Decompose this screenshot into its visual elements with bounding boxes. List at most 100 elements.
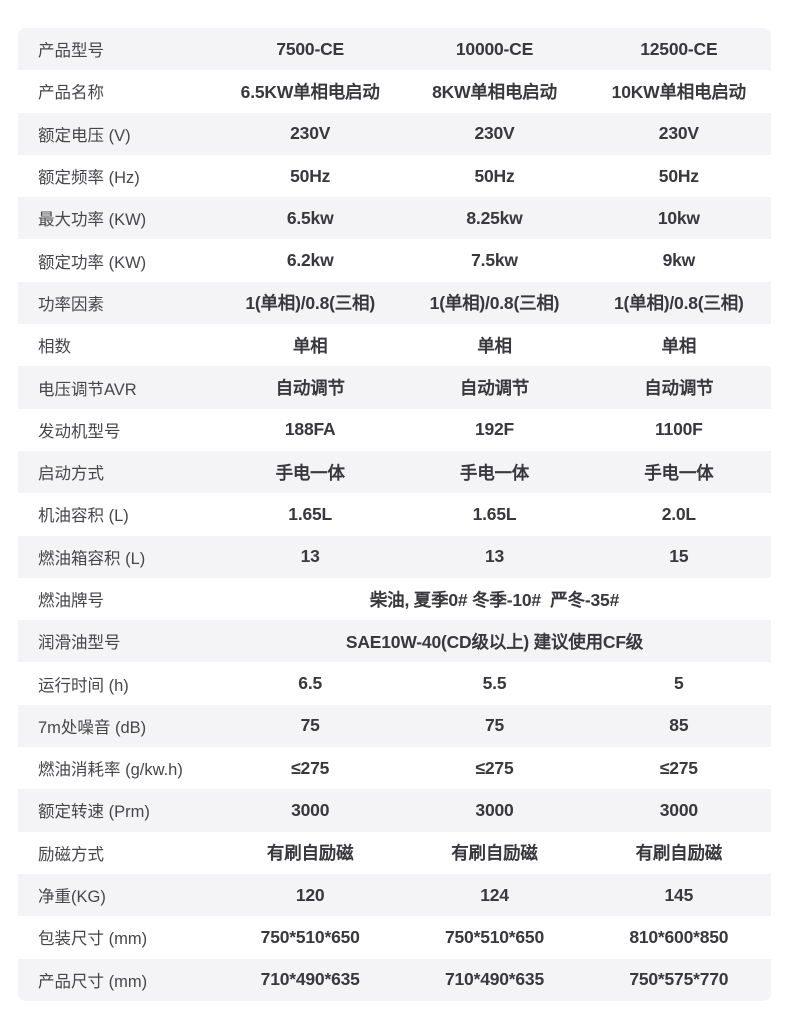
spec-value: ≤275 xyxy=(659,757,698,778)
spec-value: 7500-CE xyxy=(276,38,344,59)
spec-values: 6.2kw 7.5kw 9kw xyxy=(218,239,771,281)
spec-values: 6.5 5.5 5 xyxy=(218,662,771,704)
spec-value: 710*490*635 xyxy=(260,969,360,990)
spec-row: 发动机型号 188FA 192F 1100F xyxy=(18,408,771,451)
spec-value: 1.65L xyxy=(472,503,517,524)
spec-value: 3000 xyxy=(291,799,330,820)
spec-values: 1.65L 1.65L 2.0L xyxy=(218,493,771,535)
spec-value: 750*575*770 xyxy=(629,969,729,990)
spec-value: ≤275 xyxy=(291,757,330,778)
spec-label: 相数 xyxy=(38,338,71,357)
spec-value: 710*490*635 xyxy=(444,969,544,990)
spec-value: 5.5 xyxy=(482,673,507,694)
spec-values: SAE10W-40(CD级以上) 建议使用CF级 xyxy=(218,620,771,662)
spec-row: 电压调节AVR 自动调节 自动调节 自动调节 xyxy=(18,366,771,409)
spec-value: 单相 xyxy=(661,335,697,356)
spec-value: 10kw xyxy=(657,207,700,228)
spec-row: 产品尺寸 (mm) 710*490*635 710*490*635 750*575*… xyxy=(18,958,771,1001)
spec-value: 192F xyxy=(474,419,515,440)
spec-values: 188FA 192F 1100F xyxy=(218,409,771,451)
spec-label: 功率因素 xyxy=(38,295,104,314)
spec-value: 手电一体 xyxy=(459,462,530,483)
spec-values: 710*490*635 710*490*635 750*575*770 xyxy=(218,959,771,1001)
spec-value: 15 xyxy=(669,546,689,567)
spec-values: 230V 230V 230V xyxy=(218,113,771,155)
spec-row: 燃油消耗率 (g/kw.h) ≤275 ≤275 ≤275 xyxy=(18,747,771,790)
spec-value: 230V xyxy=(290,123,331,144)
spec-value: 6.5 xyxy=(298,673,323,694)
spec-row: 励磁方式 有刷自励磁 有刷自励磁 有刷自励磁 xyxy=(18,831,771,874)
spec-row: 燃油牌号 柴油, 夏季0# 冬季-10# 严冬-35# xyxy=(18,577,771,621)
spec-value: 85 xyxy=(669,715,689,736)
spec-label: 励磁方式 xyxy=(38,845,104,864)
spec-value: 75 xyxy=(484,715,505,736)
spec-value: 145 xyxy=(664,884,694,905)
spec-row: 最大功率 (KW) 6.5kw 8.25kw 10kw xyxy=(18,197,771,240)
spec-value-span: 柴油, 夏季0# 冬季-10# 严冬-35# xyxy=(369,589,620,610)
spec-value: 124 xyxy=(480,884,509,905)
spec-value: 12500-CE xyxy=(640,38,718,59)
spec-values: 750*510*650 750*510*650 810*600*850 xyxy=(218,916,771,958)
spec-label: 机油容积 (L) xyxy=(38,507,129,526)
spec-label: 燃油箱容积 (L) xyxy=(38,549,146,568)
spec-table: 产品型号 7500-CE 10000-CE 12500-CE 产品名称 6.5KW单… xyxy=(18,28,771,1001)
spec-label: 运行时间 (h) xyxy=(38,676,129,695)
spec-label: 额定频率 (Hz) xyxy=(38,169,140,188)
spec-values: 单相 单相 单相 xyxy=(218,324,771,366)
spec-row: 净重(KG) 120 124 145 xyxy=(18,873,771,917)
spec-values: 6.5kw 8.25kw 10kw xyxy=(218,197,771,239)
spec-value: 10000-CE xyxy=(455,38,534,59)
spec-label: 润滑油型号 xyxy=(38,634,121,653)
spec-values: 3000 3000 3000 xyxy=(218,789,771,831)
spec-value: 9kw xyxy=(662,250,696,271)
spec-values: 50Hz 50Hz 50Hz xyxy=(218,155,771,197)
spec-row: 额定功率 (KW) 6.2kw 7.5kw 9kw xyxy=(18,239,771,282)
spec-value: 3000 xyxy=(475,799,514,820)
spec-value: 188FA xyxy=(284,419,336,440)
spec-value: 3000 xyxy=(659,799,698,820)
spec-row: 启动方式 手电一体 手电一体 手电一体 xyxy=(18,450,771,494)
spec-value: 50Hz xyxy=(474,165,515,186)
spec-row: 额定转速 (Prm) 3000 3000 3000 xyxy=(18,789,771,832)
spec-label: 电压调节AVR xyxy=(38,380,137,399)
spec-value: 10KW单相电启动 xyxy=(611,81,747,102)
spec-row: 额定电压 (V) 230V 230V 230V xyxy=(18,112,771,155)
spec-value: 有刷自励磁 xyxy=(451,843,538,864)
spec-row: 额定频率 (Hz) 50Hz 50Hz 50Hz xyxy=(18,154,771,198)
spec-value: 50Hz xyxy=(290,165,331,186)
spec-value: 230V xyxy=(658,123,699,144)
spec-values: 1(单相)/0.8(三相) 1(单相)/0.8(三相) 1(单相)/0.8(三相) xyxy=(218,282,771,324)
spec-value: 1(单相)/0.8(三相) xyxy=(245,293,375,314)
spec-row: 燃油箱容积 (L) 13 13 15 xyxy=(18,535,771,578)
spec-value: 6.5KW单相电启动 xyxy=(240,81,380,102)
spec-label: 燃油牌号 xyxy=(38,592,104,610)
spec-value: 8KW单相电启动 xyxy=(432,81,557,102)
spec-label: 启动方式 xyxy=(38,465,104,484)
spec-value: 6.2kw xyxy=(286,250,334,271)
spec-value: 7.5kw xyxy=(471,250,518,271)
spec-row: 运行时间 (h) 6.5 5.5 5 xyxy=(18,662,771,705)
spec-values: 柴油, 夏季0# 冬季-10# 严冬-35# xyxy=(218,578,771,620)
spec-label: 包装尺寸 (mm) xyxy=(38,930,148,949)
spec-value: 有刷自励磁 xyxy=(266,843,354,864)
spec-value: 单相 xyxy=(292,335,328,356)
spec-value: 8.25kw xyxy=(466,207,523,228)
spec-values: 自动调节 自动调节 自动调节 xyxy=(218,366,771,408)
spec-value: 13 xyxy=(300,546,320,567)
spec-value: 6.5kw xyxy=(286,207,334,228)
spec-label: 额定功率 (KW) xyxy=(38,253,147,272)
spec-value-span: SAE10W-40(CD级以上) 建议使用CF级 xyxy=(345,631,644,652)
spec-label: 产品名称 xyxy=(38,84,104,103)
spec-value: 50Hz xyxy=(658,165,699,186)
spec-label: 产品型号 xyxy=(38,42,104,61)
spec-value: 1(单相)/0.8(三相) xyxy=(614,293,744,314)
spec-value: 230V xyxy=(474,123,515,144)
spec-row: 包装尺寸 (mm) 750*510*650 750*510*650 810*600*… xyxy=(18,916,771,959)
spec-row: 功率因素 1(单相)/0.8(三相) 1(单相)/0.8(三相) 1(单相)/0.8… xyxy=(18,281,771,325)
spec-row: 润滑油型号 SAE10W-40(CD级以上) 建议使用CF级 xyxy=(18,620,771,663)
spec-value: 5 xyxy=(674,673,684,694)
spec-label: 额定电压 (V) xyxy=(38,126,131,145)
spec-value: 手电一体 xyxy=(644,462,714,483)
spec-values: 7500-CE 10000-CE 12500-CE xyxy=(218,28,771,70)
spec-row: 7m处噪音 (dB) 75 75 85 xyxy=(18,704,771,748)
